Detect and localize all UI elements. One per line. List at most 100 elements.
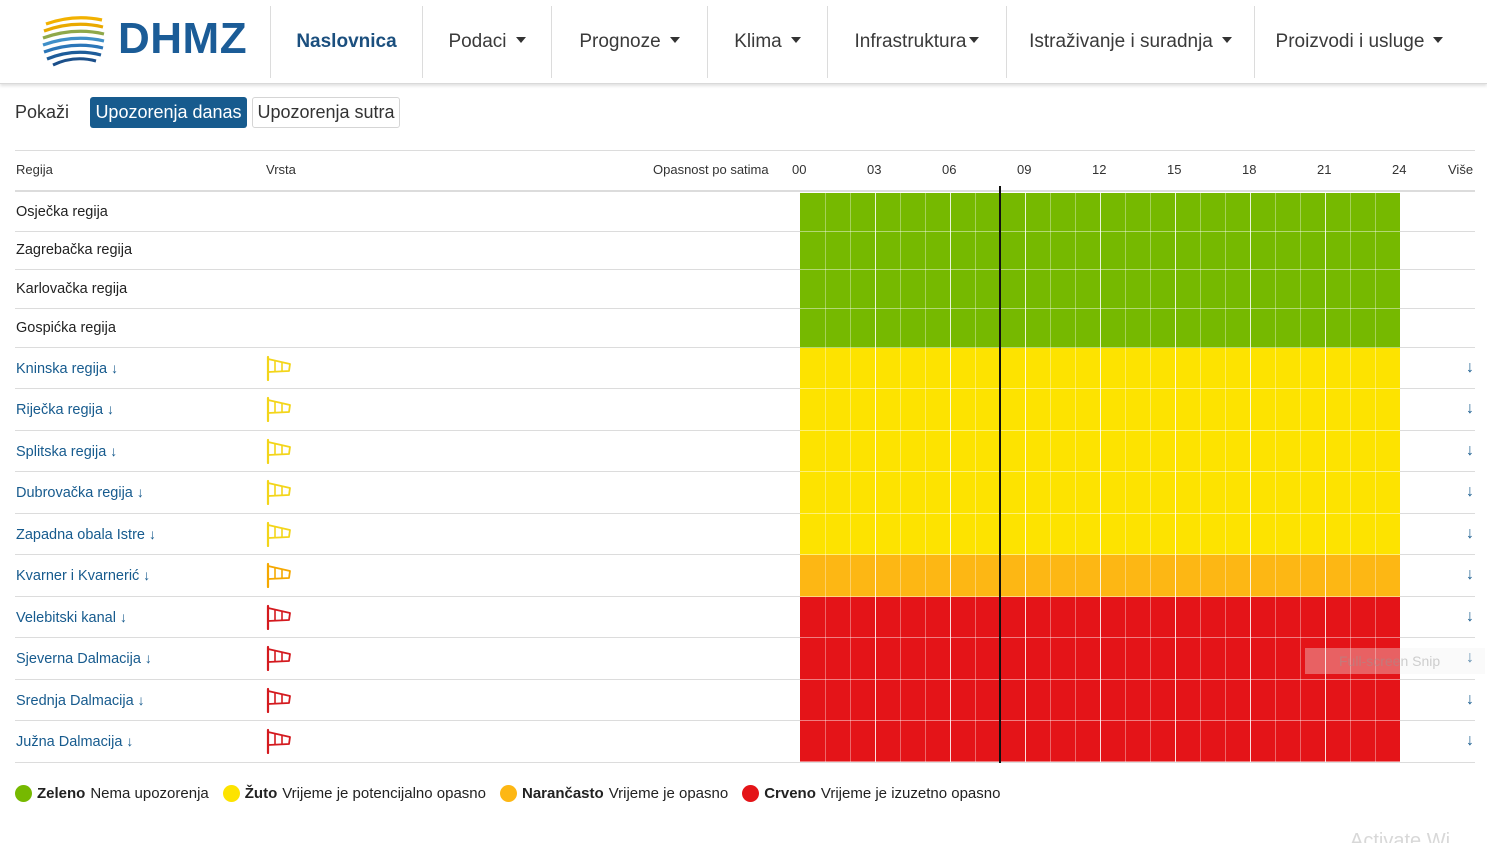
- more-arrow-icon[interactable]: ↓: [1466, 649, 1474, 666]
- arrow-down-icon[interactable]: ↓: [148, 526, 156, 542]
- arrow-down-icon[interactable]: ↓: [119, 609, 127, 625]
- region-name[interactable]: Dubrovačka regija ↓: [16, 484, 144, 501]
- dhmz-logo[interactable]: DHMZ: [40, 8, 247, 70]
- region-name[interactable]: Kninska regija ↓: [16, 360, 118, 377]
- legend-desc: Vrijeme je potencijalno opasno: [282, 785, 486, 802]
- legend-name: Zeleno: [37, 785, 86, 802]
- hour-tick-label: 03: [867, 162, 882, 177]
- table-row[interactable]: Kninska regija ↓ ↓: [15, 348, 1475, 389]
- legend-desc: Vrijeme je opasno: [608, 785, 729, 802]
- table-row[interactable]: Dubrovačka regija ↓ ↓: [15, 472, 1475, 514]
- region-label: Gospićka regija: [16, 320, 116, 336]
- arrow-down-icon[interactable]: ↓: [111, 360, 119, 376]
- grid-major-line: [1175, 193, 1176, 762]
- legend-item-orange: Narančasto Vrijeme je opasno: [499, 785, 729, 802]
- region-label: Srednja Dalmacija: [16, 693, 134, 709]
- main-nav: Naslovnica Podaci Prognoze Klima Infrast…: [270, 0, 1464, 84]
- nav-label: Prognoze: [579, 31, 661, 52]
- legend-desc: Vrijeme je izuzetno opasno: [820, 785, 1001, 802]
- grid-hour-line: [1275, 193, 1276, 762]
- grid-major-line: [1100, 193, 1101, 762]
- hour-tick-label: 18: [1242, 162, 1257, 177]
- arrow-down-icon[interactable]: ↓: [137, 692, 145, 708]
- arrow-down-icon[interactable]: ↓: [136, 484, 144, 500]
- nav-label: Proizvodi i usluge: [1275, 31, 1425, 52]
- region-name[interactable]: Zapadna obala Istre ↓: [16, 526, 156, 543]
- windsock-icon: [266, 728, 291, 754]
- header-more: Više: [1448, 162, 1474, 177]
- table-row[interactable]: Srednja Dalmacija ↓ ↓: [15, 680, 1475, 721]
- region-label: Kvarner i Kvarnerić: [16, 568, 140, 584]
- warnings-table-header: Regija Vrsta Opasnost po satima 00 03 06 09…: [15, 150, 1475, 192]
- caret-down-icon: [790, 37, 801, 43]
- region-label: Kninska regija: [16, 361, 108, 377]
- more-arrow-icon[interactable]: ↓: [1466, 691, 1474, 708]
- more-arrow-icon[interactable]: ↓: [1466, 525, 1474, 542]
- more-arrow-icon[interactable]: ↓: [1466, 359, 1474, 376]
- grid-hour-line: [825, 193, 826, 762]
- header-hours: Opasnost po satima: [653, 162, 769, 177]
- region-name[interactable]: Velebitski kanal ↓: [16, 609, 127, 626]
- region-name[interactable]: Sjeverna Dalmacija ↓: [16, 650, 152, 667]
- more-arrow-icon[interactable]: ↓: [1466, 442, 1474, 459]
- arrow-down-icon[interactable]: ↓: [144, 650, 152, 666]
- region-label: Zapadna obala Istre: [16, 527, 145, 543]
- grid-hour-line: [1125, 193, 1126, 762]
- grid-hour-line: [1350, 193, 1351, 762]
- more-arrow-icon[interactable]: ↓: [1466, 732, 1474, 749]
- region-name: Zagrebačka regija: [16, 242, 132, 258]
- table-row[interactable]: Zapadna obala Istre ↓ ↓: [15, 514, 1475, 555]
- grid-hour-line: [1150, 193, 1151, 762]
- legend-item-yellow: Žuto Vrijeme je potencijalno opasno: [222, 785, 486, 802]
- arrow-down-icon[interactable]: ↓: [143, 567, 151, 583]
- table-row[interactable]: Kvarner i Kvarnerić ↓ ↓: [15, 555, 1475, 597]
- activation-watermark: Activate Wi: [1350, 830, 1451, 843]
- warnings-today-button[interactable]: Upozorenja danas: [90, 97, 247, 128]
- windsock-icon: [266, 521, 291, 547]
- table-row[interactable]: Sjeverna Dalmacija ↓ ↓: [15, 638, 1475, 680]
- grid-hour-line: [850, 193, 851, 762]
- table-row[interactable]: Splitska regija ↓ ↓: [15, 431, 1475, 472]
- table-row: Karlovačka regija: [15, 270, 1475, 309]
- nav-podaci[interactable]: Podaci: [422, 6, 551, 78]
- region-name[interactable]: Kvarner i Kvarnerić ↓: [16, 567, 150, 584]
- windsock-icon: [266, 396, 291, 422]
- legend-name: Žuto: [244, 785, 278, 802]
- arrow-down-icon[interactable]: ↓: [110, 443, 118, 459]
- hour-tick-label: 21: [1317, 162, 1332, 177]
- nav-naslovnica[interactable]: Naslovnica: [270, 6, 422, 78]
- more-arrow-icon[interactable]: ↓: [1466, 608, 1474, 625]
- more-arrow-icon[interactable]: ↓: [1466, 400, 1474, 417]
- region-name[interactable]: Južna Dalmacija ↓: [16, 733, 133, 750]
- table-row[interactable]: Riječka regija ↓ ↓: [15, 389, 1475, 431]
- more-arrow-icon[interactable]: ↓: [1466, 566, 1474, 583]
- table-row: Osječka regija: [15, 193, 1475, 232]
- windsock-icon: [266, 355, 291, 381]
- hour-tick-label: 15: [1167, 162, 1182, 177]
- grid-hour-line: [1050, 193, 1051, 762]
- current-time-line: [999, 186, 1001, 763]
- arrow-down-icon[interactable]: ↓: [126, 733, 134, 749]
- windsock-icon: [266, 438, 291, 464]
- region-name[interactable]: Splitska regija ↓: [16, 443, 117, 460]
- hour-tick-label: 24: [1392, 162, 1407, 177]
- more-arrow-icon[interactable]: ↓: [1466, 483, 1474, 500]
- table-row[interactable]: Velebitski kanal ↓ ↓: [15, 597, 1475, 638]
- region-label: Riječka regija: [16, 402, 104, 418]
- hour-tick-label: 09: [1017, 162, 1032, 177]
- nav-prognoze[interactable]: Prognoze: [551, 6, 707, 78]
- grid-hour-line: [1200, 193, 1201, 762]
- logo-text: DHMZ: [118, 14, 248, 63]
- region-name[interactable]: Riječka regija ↓: [16, 401, 114, 418]
- site-header: DHMZ Naslovnica Podaci Prognoze Klima In…: [0, 0, 1487, 84]
- table-row[interactable]: Južna Dalmacija ↓ ↓: [15, 721, 1475, 763]
- nav-istrazivanje[interactable]: Istraživanje i suradnja: [1006, 6, 1254, 78]
- warnings-tomorrow-button[interactable]: Upozorenja sutra: [252, 97, 400, 128]
- arrow-down-icon[interactable]: ↓: [107, 401, 115, 417]
- table-row: Gospićka regija: [15, 309, 1475, 348]
- nav-proizvodi[interactable]: Proizvodi i usluge: [1254, 6, 1464, 78]
- region-name[interactable]: Srednja Dalmacija ↓: [16, 692, 145, 709]
- nav-klima[interactable]: Klima: [707, 6, 827, 78]
- nav-infrastruktura[interactable]: Infrastruktura: [827, 6, 1006, 78]
- grid-hour-line: [1075, 193, 1076, 762]
